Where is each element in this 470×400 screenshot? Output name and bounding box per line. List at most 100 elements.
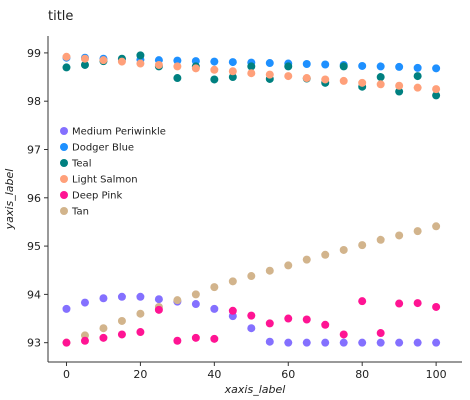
legend-item: Dodger Blue	[60, 143, 134, 154]
data-point	[229, 277, 237, 285]
data-point	[155, 306, 163, 314]
data-point	[99, 324, 107, 332]
data-point	[414, 72, 422, 80]
data-point	[210, 335, 218, 343]
x-tick-label: 0	[63, 368, 70, 381]
data-point	[155, 61, 163, 69]
data-point	[81, 337, 89, 345]
data-point	[377, 329, 385, 337]
data-point	[395, 82, 403, 90]
legend-marker	[60, 159, 68, 167]
data-point	[358, 339, 366, 347]
legend-label: Dodger Blue	[72, 143, 134, 154]
data-point	[432, 222, 440, 230]
data-point	[229, 58, 237, 66]
data-point	[266, 71, 274, 79]
legend-marker	[60, 143, 68, 151]
data-point	[340, 77, 348, 85]
data-point	[377, 62, 385, 70]
data-point	[432, 64, 440, 72]
data-point	[432, 85, 440, 93]
data-point	[340, 62, 348, 70]
y-tick-label: 97	[27, 143, 41, 156]
data-point	[414, 299, 422, 307]
data-point	[395, 231, 403, 239]
data-point	[99, 56, 107, 64]
data-point	[62, 339, 70, 347]
data-point	[118, 58, 126, 66]
data-point	[118, 293, 126, 301]
legend-item: Deep Pink	[60, 191, 122, 202]
x-tick-label: 40	[207, 368, 221, 381]
data-point	[303, 74, 311, 82]
data-point	[284, 62, 292, 70]
legend-label: Deep Pink	[72, 191, 122, 202]
x-axis-label: xaxis_label	[224, 383, 286, 396]
data-point	[173, 337, 181, 345]
legend-marker	[60, 191, 68, 199]
legend-item: Medium Periwinkle	[60, 127, 166, 138]
data-point	[173, 62, 181, 70]
data-point	[210, 305, 218, 313]
x-tick-label: 60	[281, 368, 295, 381]
data-point	[192, 300, 200, 308]
data-point	[377, 339, 385, 347]
data-point	[303, 315, 311, 323]
data-point	[303, 60, 311, 68]
data-point	[284, 339, 292, 347]
legend-marker	[60, 127, 68, 135]
data-point	[377, 236, 385, 244]
data-point	[229, 307, 237, 315]
data-point	[414, 84, 422, 92]
data-point	[340, 246, 348, 254]
y-tick-label: 95	[27, 240, 41, 253]
data-point	[210, 75, 218, 83]
data-point	[358, 62, 366, 70]
data-point	[284, 72, 292, 80]
data-point	[414, 64, 422, 72]
legend-item: Tan	[60, 207, 89, 218]
data-point	[414, 227, 422, 235]
data-point	[210, 58, 218, 66]
data-point	[136, 310, 144, 318]
data-point	[266, 319, 274, 327]
data-point	[192, 290, 200, 298]
data-point	[377, 73, 385, 81]
data-point	[136, 293, 144, 301]
legend-marker	[60, 175, 68, 183]
data-point	[210, 283, 218, 291]
legend: Medium Periwinkle Dodger Blue Teal Light Sa…	[60, 127, 166, 218]
y-tick-label: 96	[27, 192, 41, 205]
data-point	[118, 317, 126, 325]
data-point	[192, 334, 200, 342]
data-point	[432, 303, 440, 311]
data-point	[229, 67, 237, 75]
chart-title: title	[48, 9, 73, 24]
data-point	[118, 330, 126, 338]
data-point	[358, 297, 366, 305]
data-point	[173, 74, 181, 82]
data-point	[358, 241, 366, 249]
data-point	[432, 339, 440, 347]
data-point	[414, 339, 422, 347]
data-point	[247, 324, 255, 332]
data-point	[266, 338, 274, 346]
data-point	[173, 296, 181, 304]
data-point	[321, 321, 329, 329]
legend-label: Tan	[71, 207, 89, 218]
data-point	[247, 272, 255, 280]
legend-item: Light Salmon	[60, 175, 138, 186]
data-point	[303, 256, 311, 264]
y-axis-label: yaxis_label	[3, 169, 16, 231]
data-point	[340, 339, 348, 347]
y-tick-label: 93	[27, 337, 41, 350]
data-point	[62, 305, 70, 313]
y-tick-label: 98	[27, 95, 41, 108]
data-point	[136, 60, 144, 68]
data-point	[377, 80, 385, 88]
data-point	[266, 59, 274, 67]
data-point	[81, 55, 89, 63]
data-point	[395, 63, 403, 71]
x-tick-label: 80	[355, 368, 369, 381]
